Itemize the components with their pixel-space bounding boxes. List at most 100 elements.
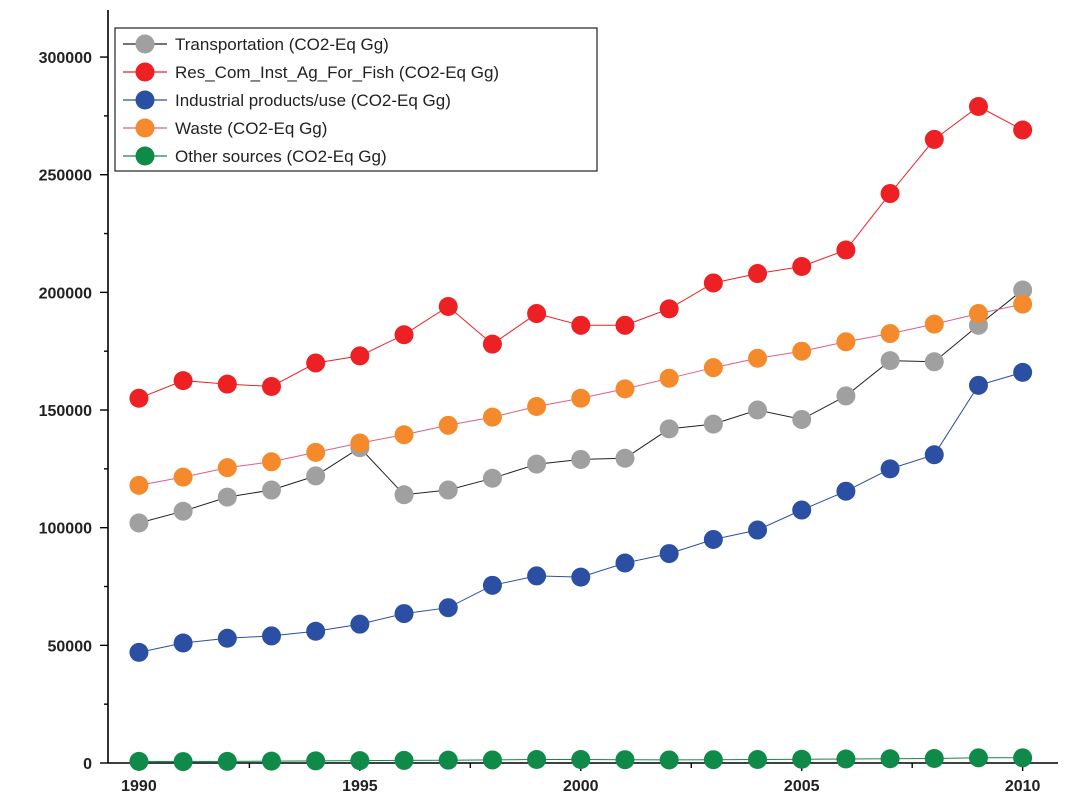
data-point [527,566,547,586]
data-point [173,501,193,521]
data-point [836,332,856,352]
data-point [527,749,547,769]
data-point [880,351,900,371]
data-point [527,454,547,474]
data-point [217,751,237,771]
data-point [924,314,944,334]
data-point [571,567,591,587]
data-point [1013,362,1033,382]
data-point [659,368,679,388]
data-point [217,458,237,478]
y-tick-label: 50000 [48,638,93,655]
y-tick-label: 250000 [39,168,92,185]
data-point [792,749,812,769]
data-point [659,544,679,564]
x-tick-label: 2000 [563,778,599,795]
data-point [615,315,635,335]
data-point [836,386,856,406]
data-point [527,304,547,324]
legend-entry: Waste (CO2-Eq Gg) [123,118,327,138]
data-point [261,751,281,771]
data-point [306,751,326,771]
data-point [792,256,812,276]
data-point [968,748,988,768]
data-point [571,315,591,335]
data-point [438,480,458,500]
data-point [129,751,149,771]
data-point [482,468,502,488]
data-point [217,628,237,648]
data-point [394,425,414,445]
data-point [836,749,856,769]
data-point [748,348,768,368]
data-point [703,273,723,293]
data-point [792,409,812,429]
data-point [792,341,812,361]
data-point [703,414,723,434]
legend-label: Waste (CO2-Eq Gg) [175,119,327,138]
data-point [659,419,679,439]
data-point [129,642,149,662]
legend-entry: Transportation (CO2-Eq Gg) [123,34,389,54]
data-point [792,500,812,520]
data-point [748,264,768,284]
legend-marker [135,90,155,110]
data-point [924,352,944,372]
data-point [571,749,591,769]
data-point [571,388,591,408]
data-point [968,96,988,116]
data-point [659,750,679,770]
legend-entry: Industrial products/use (CO2-Eq Gg) [123,90,451,110]
data-point [129,513,149,533]
data-point [129,388,149,408]
data-point [394,485,414,505]
data-point [173,633,193,653]
data-point [261,480,281,500]
data-point [438,415,458,435]
y-tick-label: 300000 [39,50,92,67]
data-point [659,299,679,319]
legend-box [114,27,598,172]
data-point [748,400,768,420]
legend-marker [135,118,155,138]
legend-entry: Res_Com_Inst_Ag_For_Fish (CO2-Eq Gg) [123,62,499,82]
data-point [571,449,591,469]
data-point [350,751,370,771]
data-point [482,750,502,770]
legend-layer: Transportation (CO2-Eq Gg) Res_Com_Inst_A… [114,27,598,172]
series-4 [129,748,1033,772]
y-tick-label: 0 [83,756,92,773]
data-point [880,749,900,769]
data-point [1013,294,1033,314]
data-point [261,626,281,646]
series-2 [129,362,1033,662]
data-point [394,750,414,770]
data-point [703,529,723,549]
data-point [173,467,193,487]
legend-entry: Other sources (CO2-Eq Gg) [123,146,387,166]
data-point [394,604,414,624]
data-point [482,334,502,354]
data-point [968,375,988,395]
data-point [703,358,723,378]
data-point [482,407,502,427]
legend-label: Transportation (CO2-Eq Gg) [175,35,389,54]
data-point [615,750,635,770]
data-point [350,433,370,453]
data-point [924,749,944,769]
data-point [1013,280,1033,300]
data-point [261,377,281,396]
series-1 [129,96,1033,408]
legend-marker [135,34,155,54]
x-tick-label: 2010 [1005,778,1041,795]
data-point [173,371,193,391]
data-point [482,575,502,595]
data-point [306,466,326,486]
data-point [615,553,635,573]
data-point [924,445,944,465]
data-point [880,324,900,344]
data-point [394,325,414,345]
data-point [173,752,193,772]
data-point [438,750,458,770]
y-tick-label: 100000 [39,521,92,538]
